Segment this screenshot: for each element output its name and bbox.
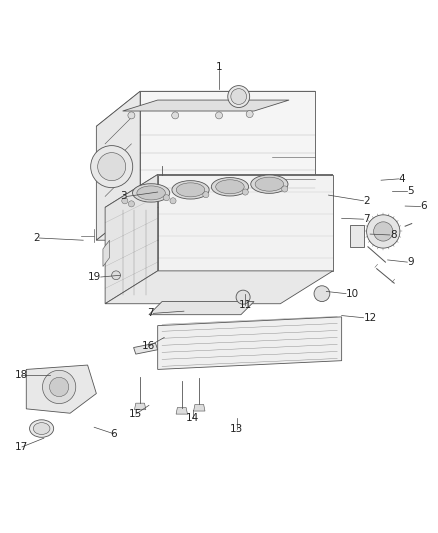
Polygon shape [134,343,158,354]
Circle shape [42,370,76,403]
Text: 3: 3 [120,191,127,201]
Circle shape [246,110,253,118]
Ellipse shape [211,177,249,196]
Circle shape [122,198,128,204]
Ellipse shape [33,423,50,434]
Circle shape [128,201,134,207]
Polygon shape [158,174,333,271]
Ellipse shape [137,186,166,200]
Polygon shape [158,317,342,369]
Polygon shape [96,91,140,240]
Circle shape [374,222,393,241]
Text: 8: 8 [390,230,396,240]
Ellipse shape [172,181,209,199]
Text: 4: 4 [399,174,405,184]
Text: 16: 16 [142,341,155,351]
Polygon shape [105,174,158,304]
Circle shape [172,112,179,119]
Text: 14: 14 [186,414,199,424]
Text: 11: 11 [239,300,252,310]
Polygon shape [140,91,315,205]
Text: 2: 2 [33,233,39,243]
Ellipse shape [255,177,284,191]
Circle shape [170,198,176,204]
Text: 6: 6 [110,429,117,439]
Polygon shape [123,100,289,111]
Ellipse shape [215,180,244,194]
Text: 17: 17 [15,442,28,452]
Circle shape [236,290,250,304]
Polygon shape [105,174,333,207]
Ellipse shape [176,183,205,197]
Text: 1: 1 [215,62,223,72]
Text: 7: 7 [364,214,370,224]
Text: 12: 12 [364,313,377,323]
Circle shape [91,146,133,188]
Circle shape [163,195,170,201]
Circle shape [282,186,288,192]
Circle shape [231,88,247,104]
Circle shape [98,152,126,181]
Polygon shape [350,225,364,247]
Polygon shape [194,405,205,411]
Text: 9: 9 [407,257,414,267]
Text: 15: 15 [129,409,142,419]
Circle shape [242,189,248,195]
Polygon shape [96,205,315,240]
Circle shape [228,86,250,108]
Ellipse shape [29,420,53,437]
Polygon shape [105,271,333,304]
Circle shape [49,377,69,397]
Polygon shape [149,302,254,314]
Ellipse shape [132,184,170,202]
Text: 6: 6 [420,201,427,212]
Text: 2: 2 [364,196,370,206]
Polygon shape [103,240,110,266]
Circle shape [215,112,223,119]
Polygon shape [26,365,96,413]
Ellipse shape [251,175,288,193]
Circle shape [314,286,330,302]
Polygon shape [134,403,146,410]
Polygon shape [176,408,187,414]
Circle shape [128,112,135,119]
Circle shape [203,191,209,198]
Text: 5: 5 [407,186,414,196]
Text: 19: 19 [88,272,101,282]
Text: 13: 13 [230,424,243,434]
Text: 18: 18 [15,370,28,379]
Polygon shape [96,91,315,126]
Circle shape [112,271,120,280]
Circle shape [367,215,400,248]
Text: 10: 10 [346,289,359,298]
Text: 7: 7 [147,309,153,318]
